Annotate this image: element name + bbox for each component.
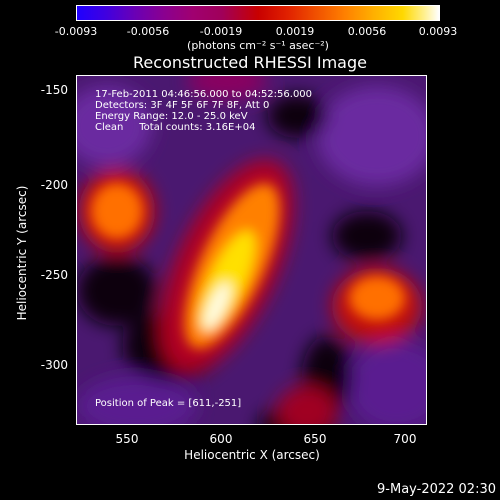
time-range-text: 17-Feb-2011 04:46:56.000 to 04:52:56.000 bbox=[95, 89, 313, 100]
clean-counts-text: Clean Total counts: 3.16E+04 bbox=[95, 122, 256, 133]
colorbar-tick: 0.0056 bbox=[347, 25, 387, 38]
y-tick-label: -250 bbox=[40, 268, 68, 282]
detectors-text: Detectors: 3F 4F 5F 6F 7F 8F, Att 0 bbox=[95, 100, 270, 111]
date-stamp: 9-May-2022 02:30 bbox=[377, 482, 496, 497]
peak-position-text: Position of Peak = [611,-251] bbox=[95, 398, 242, 409]
colorbar-tick: -0.0019 bbox=[199, 25, 243, 38]
colorbar-units: (photons cm⁻² s⁻¹ asec⁻²) bbox=[187, 39, 329, 52]
rhessi-image-canvas bbox=[77, 76, 426, 424]
rhessi-image bbox=[76, 75, 427, 425]
colorbar-tick: -0.0093 bbox=[54, 25, 98, 38]
x-tick-label: 550 bbox=[115, 432, 139, 446]
y-tick-label: -150 bbox=[40, 83, 68, 97]
plot-title: Reconstructed RHESSI Image bbox=[133, 53, 367, 72]
x-axis-label: Heliocentric X (arcsec) bbox=[184, 448, 320, 462]
x-tick-label: 600 bbox=[209, 432, 233, 446]
energy-range-text: Energy Range: 12.0 - 25.0 keV bbox=[95, 111, 248, 122]
x-tick-label: 700 bbox=[393, 432, 417, 446]
colorbar-tick: 0.0093 bbox=[418, 25, 458, 38]
y-axis-label: Heliocentric Y (arcsec) bbox=[15, 185, 29, 321]
x-tick-label: 650 bbox=[303, 432, 327, 446]
colorbar-tick: -0.0056 bbox=[126, 25, 170, 38]
y-tick-label: -200 bbox=[40, 178, 68, 192]
y-tick-label: -300 bbox=[40, 358, 68, 372]
colorbar bbox=[76, 5, 440, 21]
colorbar-tick: 0.0019 bbox=[275, 25, 315, 38]
